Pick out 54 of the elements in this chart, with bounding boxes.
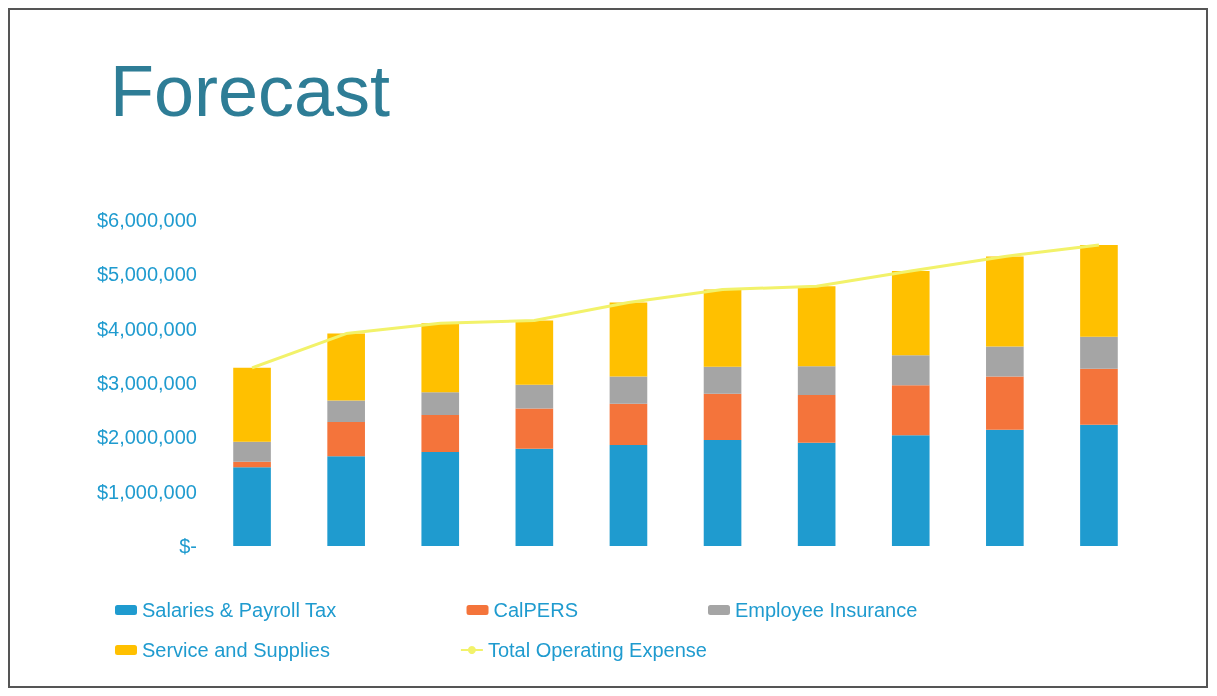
bar: [797, 442, 836, 546]
bar: [986, 256, 1024, 347]
bar: [515, 408, 554, 449]
bar: [421, 392, 460, 416]
bar: [327, 400, 365, 423]
bar: [609, 302, 648, 377]
bar: [797, 286, 836, 367]
bar: [421, 415, 460, 452]
bar: [515, 320, 554, 385]
bar: [986, 376, 1024, 430]
legend-label: Employee Insurance: [734, 599, 918, 621]
bar: [1080, 368, 1118, 425]
bar: [1080, 336, 1118, 369]
y-tick-label: $4,000,000: [96, 317, 197, 340]
line-series: [250, 243, 1101, 370]
y-tick-label: $1,000,000: [96, 480, 197, 503]
bar: [515, 448, 554, 546]
y-tick-label: $2,000,000: [96, 426, 197, 449]
legend-label: Salaries & Payroll Tax: [142, 599, 337, 621]
bar: [233, 467, 271, 546]
bar: [891, 355, 930, 386]
bar: [986, 429, 1024, 546]
legend-label: Service and Supplies: [142, 639, 330, 661]
bar: [891, 435, 930, 546]
chart-title: Forecast: [110, 51, 391, 131]
bar: [609, 403, 648, 445]
y-tick-label: $3,000,000: [96, 372, 197, 394]
bar: [703, 440, 742, 546]
bar: [421, 323, 460, 393]
legend-label: CalPERS: [493, 599, 579, 621]
bar: [327, 422, 365, 457]
bar: [703, 393, 742, 441]
bar: [1080, 424, 1118, 546]
y-tick-label: $6,000,000: [96, 209, 197, 231]
bar: [515, 384, 554, 409]
bar: [421, 452, 460, 546]
bar: [233, 367, 271, 442]
bar: [609, 376, 648, 404]
bar: [891, 271, 930, 356]
bar: [703, 366, 742, 394]
y-tick-label: $-: [179, 535, 197, 557]
bar: [327, 456, 365, 546]
bar: [891, 385, 930, 436]
bar: [986, 346, 1024, 377]
legend-label: Total Operating Expense: [487, 639, 707, 661]
bar: [703, 289, 742, 367]
bar: [797, 394, 836, 443]
bar: [327, 333, 365, 401]
bar: [233, 461, 271, 468]
bar: [797, 366, 836, 395]
y-tick-label: $5,000,000: [96, 263, 197, 286]
bar: [1080, 244, 1118, 337]
bar: [233, 441, 271, 462]
bar: [609, 444, 648, 546]
